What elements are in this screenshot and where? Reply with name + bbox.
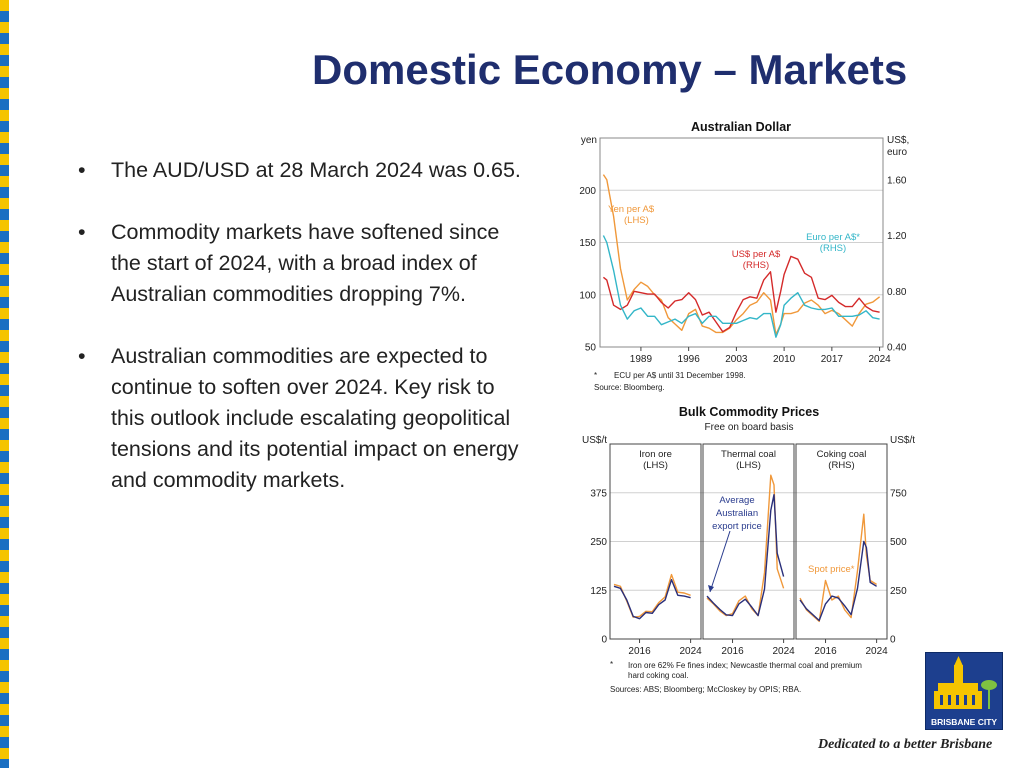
x-tick-label: 2024 [865,646,888,657]
right-tick-label: 1.20 [887,231,907,242]
series-label: US$ per A$ [732,249,781,260]
annotation-arrow [709,530,731,593]
x-tick-label: 1996 [678,354,701,365]
australian-dollar-chart: Australian Dollar yen US$, euro 50 100 150 200 0… [560,115,920,402]
left-edge-stripes [0,0,9,768]
chart-title: Australian Dollar [691,120,791,134]
panel-title: Iron ore [639,449,672,460]
bullet-item: • Commodity markets have softened since … [78,217,533,310]
x-tick-label: 2024 [772,646,795,657]
bullet-icon: • [78,344,86,368]
right-axis-unit: US$/t [890,435,915,446]
series-label: (RHS) [820,243,846,254]
footnote-mark: * [610,660,613,669]
left-axis-unit: yen [581,135,597,146]
right-tick-label: 0 [890,635,896,646]
right-axis-unit: euro [887,147,907,158]
bullet-text: The AUD/USD at 28 March 2024 was 0.65. [111,158,521,182]
australian-dollar-chart-svg: Australian Dollar yen US$,euro 50 100 150 200 0… [579,120,909,392]
left-tick-label: 150 [579,238,596,249]
panel-frame [795,443,888,640]
left-tick-label: 0 [601,635,607,646]
panel-frame [702,443,795,640]
series-line [602,255,880,333]
x-tick-label: 2016 [814,646,837,657]
bullet-icon: • [78,158,86,182]
x-tick-label: 2024 [868,354,891,365]
source-text: Sources: ABS; Bloomberg; McCloskey by OP… [610,685,801,694]
bulk-commodity-chart: Bulk Commodity Prices Free on board basis… [560,402,920,707]
left-tick-label: 100 [579,290,596,301]
right-tick-label: 500 [890,537,907,548]
x-tick-label: 2016 [628,646,651,657]
x-tick-label: 2017 [821,354,844,365]
x-tick-label: 2016 [721,646,744,657]
series-line [602,174,881,336]
left-tick-label: 250 [590,537,607,548]
chart-title: Bulk Commodity Prices [679,405,819,419]
panel-title: (LHS) [643,460,668,471]
annotation-text: Spot price* [808,564,855,575]
series-label: Euro per A$* [806,232,860,243]
right-tick-label: 250 [890,586,907,597]
left-tick-label: 125 [590,586,607,597]
x-tick-label: 2010 [773,354,796,365]
panel-title: (RHS) [828,460,854,471]
bullet-item: • The AUD/USD at 28 March 2024 was 0.65. [78,155,533,186]
tagline: Dedicated to a better Brisbane [818,737,993,752]
footnote-mark: * [594,371,597,380]
average-price-line [613,578,691,620]
footnote-text: hard coking coal. [628,671,688,680]
series-label: (RHS) [743,260,769,271]
city-hall-icon [926,653,1002,713]
footnote-text: ECU per A$ until 31 December 1998. [614,371,746,380]
annotation-arrowhead [708,585,714,592]
source-text: Source: Bloomberg. [594,383,665,392]
series-line [602,235,880,338]
logo-text: BRISBANE CITY [930,717,998,727]
plot-frame [599,137,884,348]
x-tick-label: 2003 [725,354,748,365]
x-tick-label: 1989 [630,354,653,365]
bullet-item: • Australian commodities are expected to… [78,341,533,496]
bullet-text: Commodity markets have softened since th… [111,220,500,306]
panel-title: (LHS) [736,460,761,471]
panel-title: Thermal coal [721,449,776,460]
series-label: Yen per A$ [608,204,655,215]
annotation-text: Australian [716,508,758,519]
bullet-icon: • [78,220,86,244]
chart-subtitle: Free on board basis [705,422,794,433]
series-label: (LHS) [624,215,649,226]
right-tick-label: 750 [890,488,907,499]
right-tick-label: 0.80 [887,287,907,298]
annotation-text: Average [719,495,754,506]
average-price-line [706,493,785,617]
bullet-list: • The AUD/USD at 28 March 2024 was 0.65.… [78,155,533,527]
bulk-commodity-chart-svg: Bulk Commodity Prices Free on board basis… [582,405,915,694]
brisbane-city-logo: BRISBANE CITY [925,652,1003,730]
left-tick-label: 50 [585,343,597,354]
panel-frame [609,443,702,640]
x-tick-label: 2024 [679,646,702,657]
right-axis-unit: US$, [887,135,909,146]
left-axis-unit: US$/t [582,435,607,446]
panel-title: Coking coal [817,449,867,460]
left-tick-label: 375 [590,488,607,499]
left-tick-label: 200 [579,186,596,197]
bullet-text: Australian commodities are expected to c… [111,344,519,492]
average-price-line [799,540,877,622]
footnote-text: Iron ore 62% Fe fines index; Newcastle t… [628,661,862,670]
slide-title: Domestic Economy – Markets [312,46,908,93]
right-tick-label: 0.40 [887,343,907,354]
right-tick-label: 1.60 [887,175,907,186]
annotation-text: export price [712,521,762,532]
